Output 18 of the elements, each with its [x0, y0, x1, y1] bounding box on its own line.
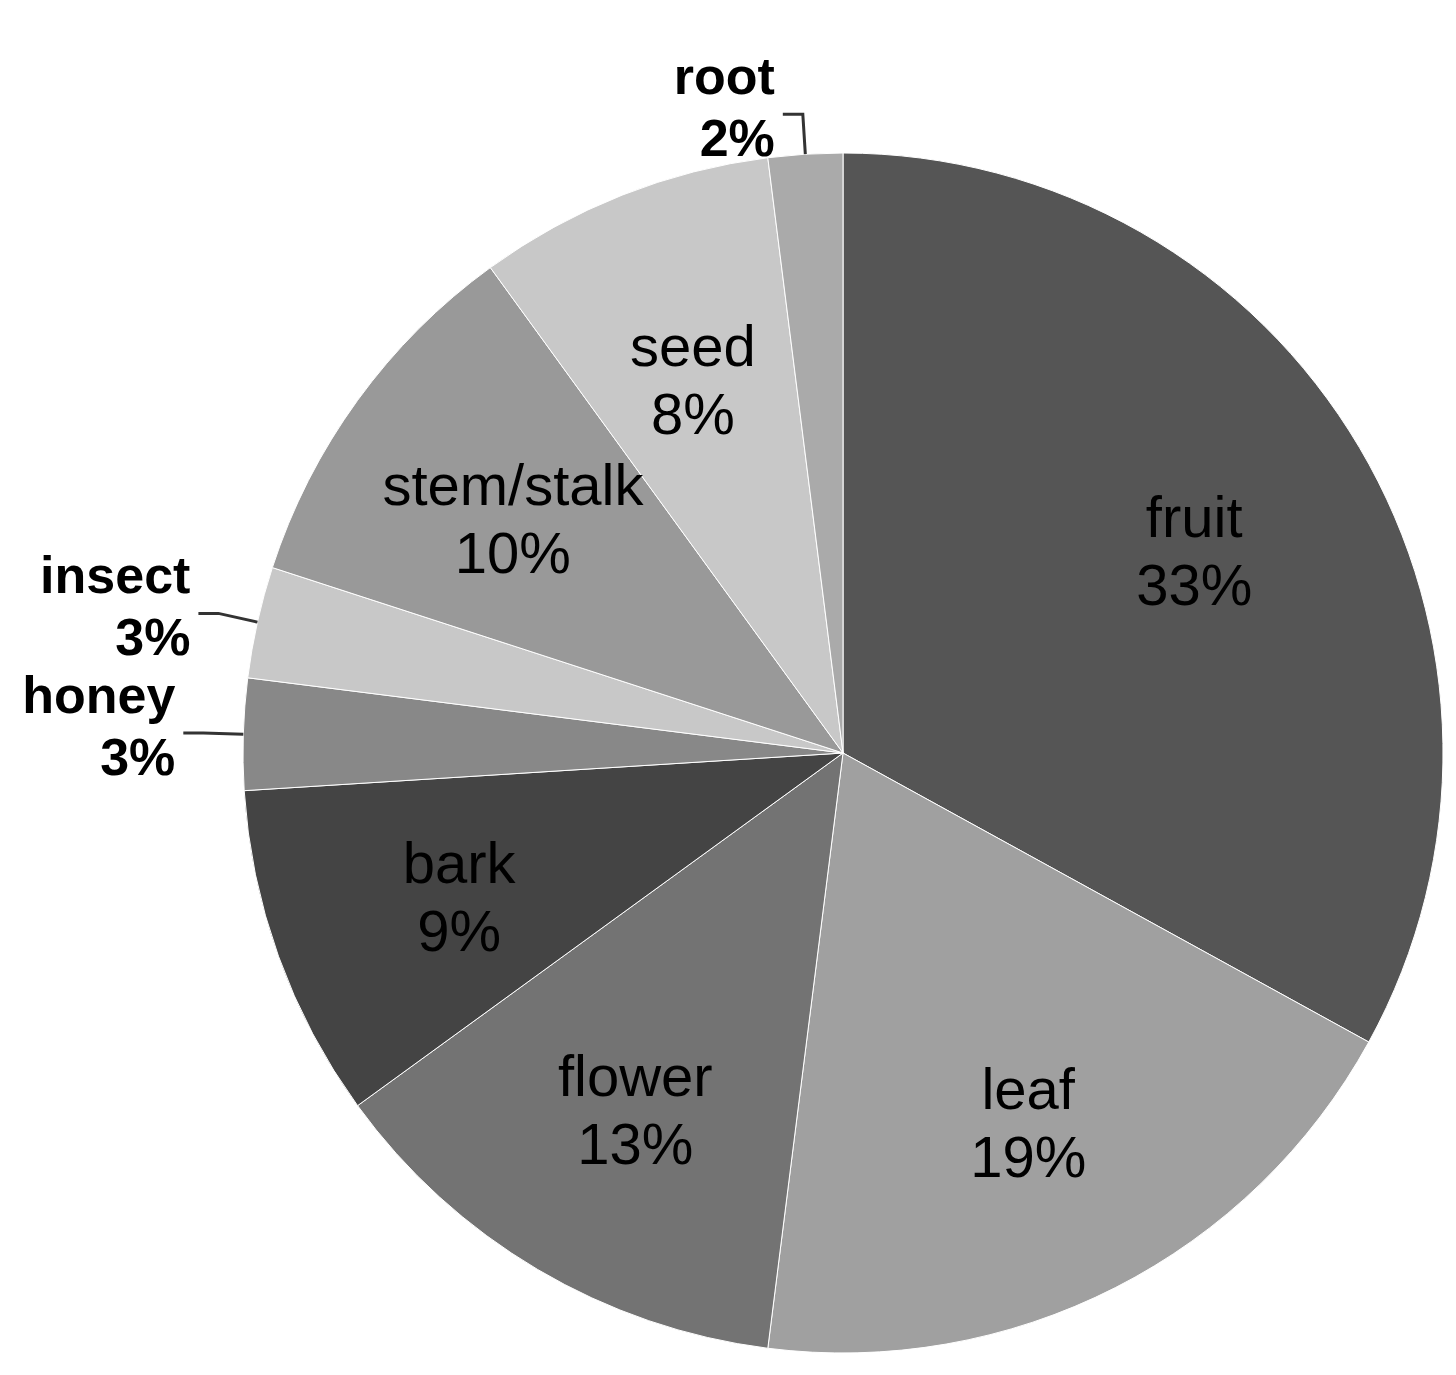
- data-label: 19%: [970, 1123, 1087, 1189]
- slice-label: seed: [629, 312, 756, 378]
- slice-label: flower: [557, 1043, 713, 1109]
- data-label: 10%: [454, 520, 571, 586]
- slice-label: bark: [402, 830, 517, 896]
- slice-label: stem/stalk: [382, 452, 645, 518]
- data-label: 3%: [100, 727, 176, 786]
- data-label: 33%: [1136, 552, 1253, 618]
- data-label: 2%: [699, 109, 775, 168]
- slice-label: honey: [22, 665, 176, 724]
- slice-label: root: [673, 47, 775, 106]
- slice-label: fruit: [1145, 484, 1243, 550]
- data-label: 8%: [650, 380, 735, 446]
- data-label: 3%: [115, 608, 191, 667]
- slice-label: leaf: [981, 1055, 1076, 1121]
- data-label: 9%: [417, 898, 502, 964]
- data-label: 13%: [577, 1111, 694, 1177]
- slice-label: insect: [40, 546, 191, 605]
